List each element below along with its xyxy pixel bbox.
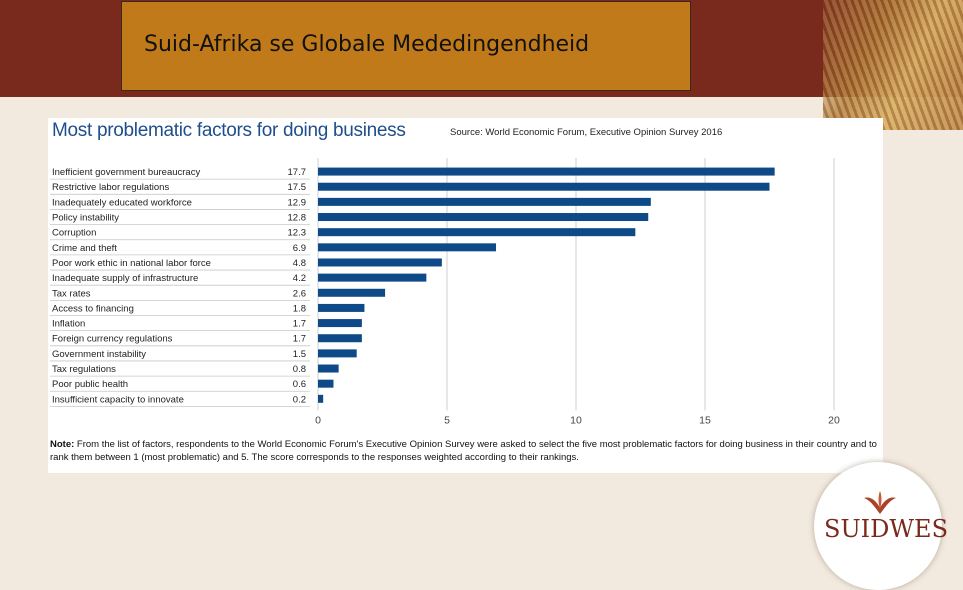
- title-box: Suid-Afrika se Globale Mededingendheid: [121, 1, 691, 91]
- category-label: Crime and theft: [52, 243, 117, 254]
- category-label: Restrictive labor regulations: [52, 182, 169, 193]
- bar: [318, 182, 770, 191]
- value-label: 6.9: [293, 243, 306, 254]
- x-tick-label: 5: [444, 414, 450, 426]
- x-tick-label: 20: [828, 414, 840, 426]
- value-label: 1.5: [293, 349, 306, 360]
- bar: [318, 334, 362, 343]
- bar-chart: Inefficient government bureaucracy 17.7 Re…: [50, 158, 840, 426]
- value-label: 1.8: [293, 303, 306, 314]
- value-label: 4.8: [293, 258, 306, 269]
- bar: [318, 349, 357, 358]
- bar: [318, 273, 427, 282]
- bar: [318, 228, 636, 237]
- note-label: Note:: [50, 439, 75, 450]
- bar: [318, 213, 649, 222]
- bar: [318, 364, 339, 373]
- category-label: Poor public health: [52, 379, 128, 390]
- category-label: Policy instability: [52, 213, 119, 224]
- category-label: Insufficient capacity to innovate: [52, 394, 184, 405]
- category-label: Tax rates: [52, 288, 91, 299]
- bar: [318, 197, 651, 206]
- chart-panel: Most problematic factors for doing busin…: [48, 118, 883, 473]
- category-label: Inefficient government bureaucracy: [52, 167, 200, 178]
- value-label: 12.3: [288, 228, 307, 239]
- value-label: 2.6: [293, 288, 306, 299]
- chart-note: Note: From the list of factors, responde…: [50, 438, 880, 464]
- bar: [318, 394, 324, 403]
- value-label: 1.7: [293, 319, 306, 330]
- value-label: 0.8: [293, 364, 306, 375]
- slide-title: Suid-Afrika se Globale Mededingendheid: [144, 32, 590, 57]
- bar: [318, 379, 334, 388]
- category-label: Tax regulations: [52, 364, 116, 375]
- bar: [318, 243, 497, 252]
- value-label: 12.9: [288, 197, 307, 208]
- x-tick-label: 0: [315, 414, 321, 426]
- value-label: 4.2: [293, 273, 306, 284]
- logo-text: SUIDWES: [824, 515, 949, 543]
- x-tick-label: 15: [699, 414, 711, 426]
- category-label: Government instability: [52, 349, 146, 360]
- category-label: Inadequately educated workforce: [52, 197, 192, 208]
- value-label: 12.8: [288, 213, 307, 224]
- bar: [318, 319, 362, 328]
- category-label: Corruption: [52, 228, 96, 239]
- category-label: Access to financing: [52, 303, 134, 314]
- x-tick-label: 10: [570, 414, 582, 426]
- wheat-decoration: [823, 0, 963, 130]
- category-label: Inadequate supply of infrastructure: [52, 273, 198, 284]
- bar: [318, 167, 775, 176]
- bar: [318, 258, 442, 267]
- chart-title: Most problematic factors for doing busin…: [52, 120, 406, 141]
- value-label: 17.7: [288, 167, 307, 178]
- bar: [318, 288, 386, 297]
- category-label: Foreign currency regulations: [52, 334, 173, 345]
- value-label: 1.7: [293, 334, 306, 345]
- chart-source: Source: World Economic Forum, Executive …: [450, 127, 723, 138]
- category-label: Poor work ethic in national labor force: [52, 258, 211, 269]
- note-text: From the list of factors, respondents to…: [50, 439, 877, 463]
- value-label: 0.6: [293, 379, 306, 390]
- value-label: 0.2: [293, 394, 306, 405]
- category-label: Inflation: [52, 319, 85, 330]
- bar: [318, 303, 365, 312]
- suidwes-logo: SUIDWES: [808, 462, 949, 590]
- flower-icon: [864, 491, 896, 514]
- value-label: 17.5: [288, 182, 307, 193]
